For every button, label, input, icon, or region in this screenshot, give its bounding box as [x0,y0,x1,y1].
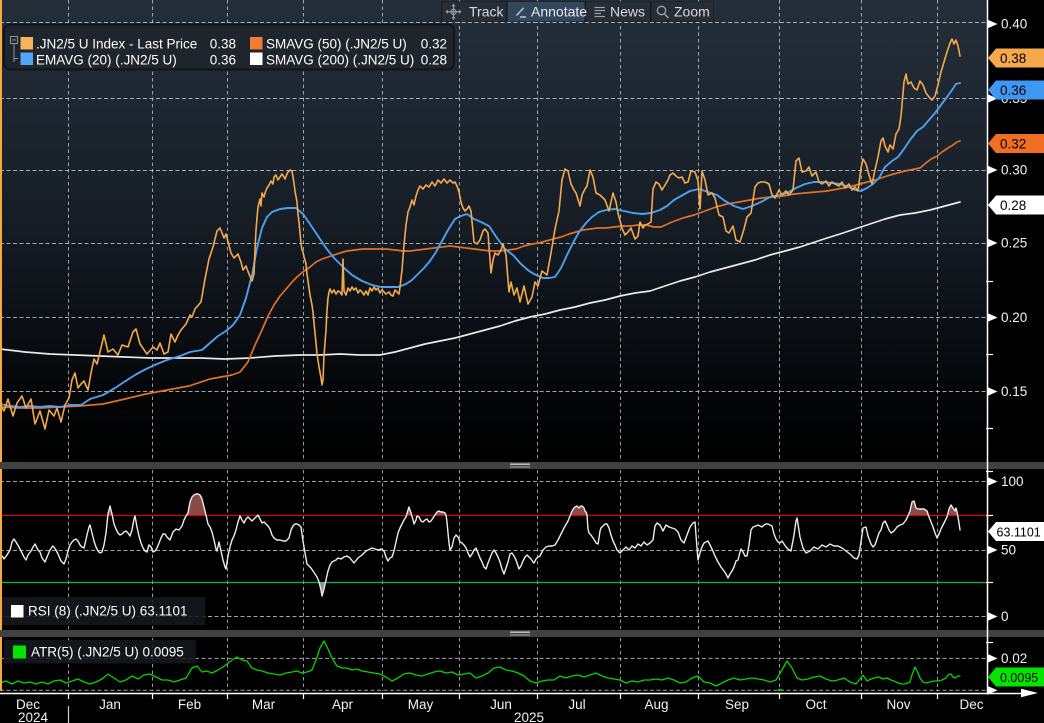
svg-text:0.32: 0.32 [421,37,447,52]
svg-text:0.30: 0.30 [1001,163,1027,178]
svg-text:Apr: Apr [332,697,354,712]
svg-text:Jul: Jul [568,697,585,712]
svg-text:EMAVG (20) (.JN2/5 U): EMAVG (20) (.JN2/5 U) [36,53,177,68]
svg-text:.JN2/5 U Index - Last Price: .JN2/5 U Index - Last Price [36,37,197,52]
svg-text:Annotate: Annotate [531,4,587,20]
svg-text:Sep: Sep [725,697,749,712]
svg-text:0.40: 0.40 [1001,17,1027,32]
svg-text:ATR(5) (.JN2/5 U) 0.0095: ATR(5) (.JN2/5 U) 0.0095 [31,645,184,660]
svg-text:0.36: 0.36 [1000,83,1026,98]
svg-text:Track: Track [469,4,504,20]
svg-text:0.0095: 0.0095 [1000,671,1038,685]
svg-text:0.20: 0.20 [1001,310,1027,325]
svg-text:Zoom: Zoom [674,4,710,20]
svg-text:Jan: Jan [99,697,121,712]
svg-text:2025: 2025 [514,710,544,723]
svg-text:Mar: Mar [252,697,276,712]
svg-text:50: 50 [1001,543,1016,558]
svg-text:Aug: Aug [644,697,668,712]
svg-text:Oct: Oct [805,697,826,712]
svg-text:2024: 2024 [18,710,49,723]
svg-text:0.02: 0.02 [1001,651,1027,666]
svg-text:May: May [408,697,434,712]
svg-text:0.15: 0.15 [1001,384,1027,399]
svg-text:0.36: 0.36 [210,53,236,68]
svg-text:0.38: 0.38 [210,37,236,52]
svg-text:0.32: 0.32 [1000,136,1026,151]
svg-text:Jun: Jun [490,697,512,712]
svg-text:Nov: Nov [886,697,910,712]
svg-text:Dec: Dec [959,697,983,712]
svg-text:100: 100 [1001,474,1024,489]
svg-text:SMAVG (50) (.JN2/5 U): SMAVG (50) (.JN2/5 U) [266,37,407,52]
svg-text:63.1101: 63.1101 [997,525,1041,539]
svg-text:News: News [610,4,645,20]
svg-text:Dec: Dec [16,697,40,712]
svg-text:Feb: Feb [178,697,201,712]
svg-text:SMAVG (200) (.JN2/5 U): SMAVG (200) (.JN2/5 U) [266,53,414,68]
svg-text:0.28: 0.28 [421,53,447,68]
svg-text:0.28: 0.28 [1000,198,1026,213]
svg-text:0.25: 0.25 [1001,236,1027,251]
svg-text:RSI (8) (.JN2/5 U) 63.1101: RSI (8) (.JN2/5 U) 63.1101 [28,604,188,619]
svg-text:0: 0 [1001,609,1009,624]
svg-text:0.38: 0.38 [1000,51,1026,66]
